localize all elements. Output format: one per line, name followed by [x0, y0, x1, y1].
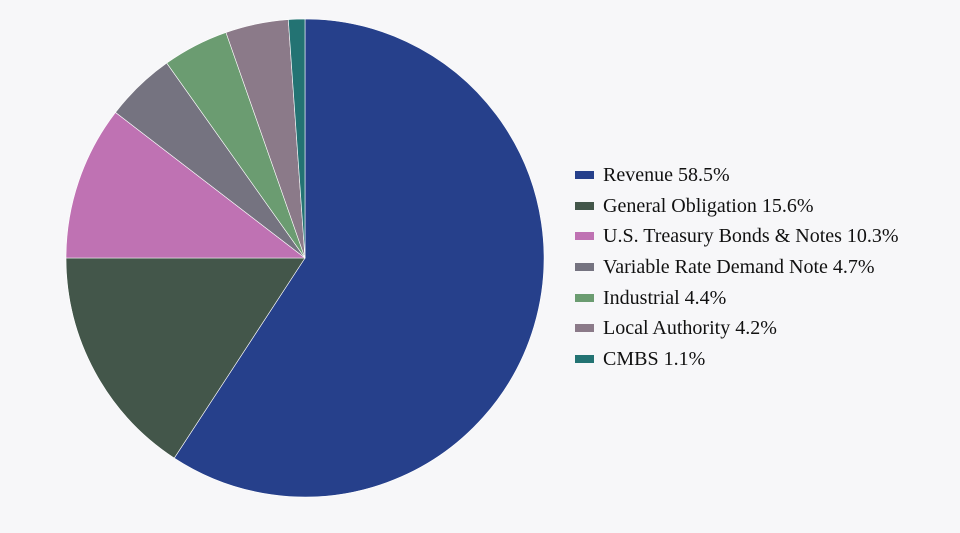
pie-slice-general-obligation — [65, 257, 306, 459]
legend-label: U.S. Treasury Bonds & Notes — [603, 225, 842, 248]
legend-item-revenue: Revenue 58.5% — [575, 160, 899, 191]
legend-item-industrial: Industrial 4.4% — [575, 282, 899, 313]
legend-item-variable-rate-demand-note: Variable Rate Demand Note 4.7% — [575, 252, 899, 283]
legend-label: Local Authority — [603, 317, 731, 340]
legend-value: 1.1% — [663, 347, 706, 370]
pie-slice-u-s-treasury-bonds-notes — [65, 111, 306, 259]
legend-item-local-authority: Local Authority 4.2% — [575, 313, 899, 344]
legend-value: 4.7% — [832, 256, 875, 279]
legend-value: 4.4% — [684, 286, 727, 309]
pie-slice-cmbs — [287, 18, 306, 259]
legend-item-u-s-treasury-bonds-notes: U.S. Treasury Bonds & Notes 10.3% — [575, 221, 899, 252]
legend-value: 15.6% — [761, 194, 814, 217]
legend-swatch — [575, 293, 594, 302]
legend-swatch — [575, 263, 594, 272]
legend-swatch — [575, 232, 594, 241]
legend-label: CMBS — [603, 347, 659, 370]
legend-swatch — [575, 354, 594, 363]
legend-label: Variable Rate Demand Note — [603, 256, 828, 279]
legend-swatch — [575, 201, 594, 210]
legend-value: 10.3% — [846, 225, 899, 248]
pie-slice-revenue — [173, 18, 545, 498]
legend-value: 4.2% — [735, 317, 777, 340]
legend-label: General Obligation — [603, 194, 757, 217]
legend-label: Revenue — [603, 164, 673, 187]
legend-value: 58.5% — [677, 164, 730, 187]
legend-label: Industrial — [603, 286, 680, 309]
legend-swatch — [575, 171, 594, 180]
legend-swatch — [575, 324, 594, 333]
legend-item-general-obligation: General Obligation 15.6% — [575, 191, 899, 222]
legend-item-cmbs: CMBS 1.1% — [575, 344, 899, 375]
chart-legend: Revenue 58.5% General Obligation 15.6% U.S. … — [575, 160, 899, 374]
